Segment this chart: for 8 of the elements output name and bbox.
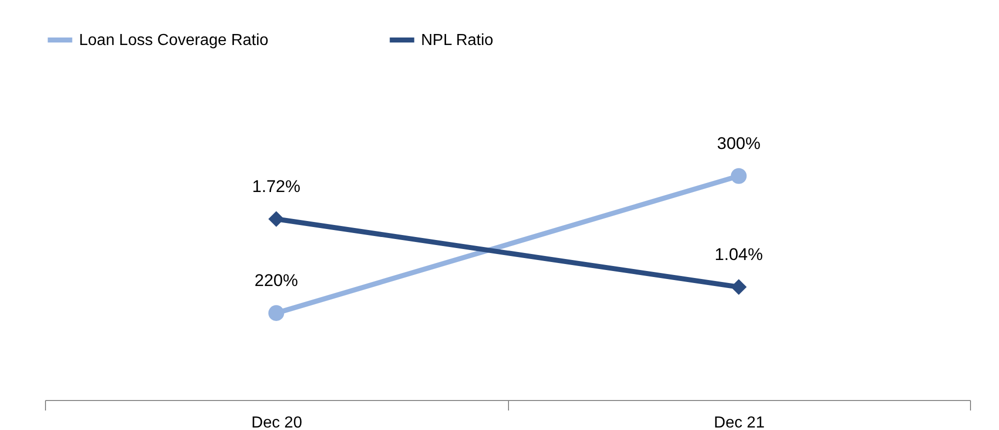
data-label: 1.72%	[252, 177, 300, 196]
data-label: 220%	[254, 271, 298, 290]
data-label: 300%	[717, 134, 760, 153]
legend-label: NPL Ratio	[421, 32, 494, 49]
legend-label: Loan Loss Coverage Ratio	[79, 32, 269, 49]
x-tick-label: Dec 20	[251, 414, 302, 430]
data-label: 1.04%	[714, 245, 763, 264]
x-tick-label: Dec 21	[714, 414, 765, 430]
